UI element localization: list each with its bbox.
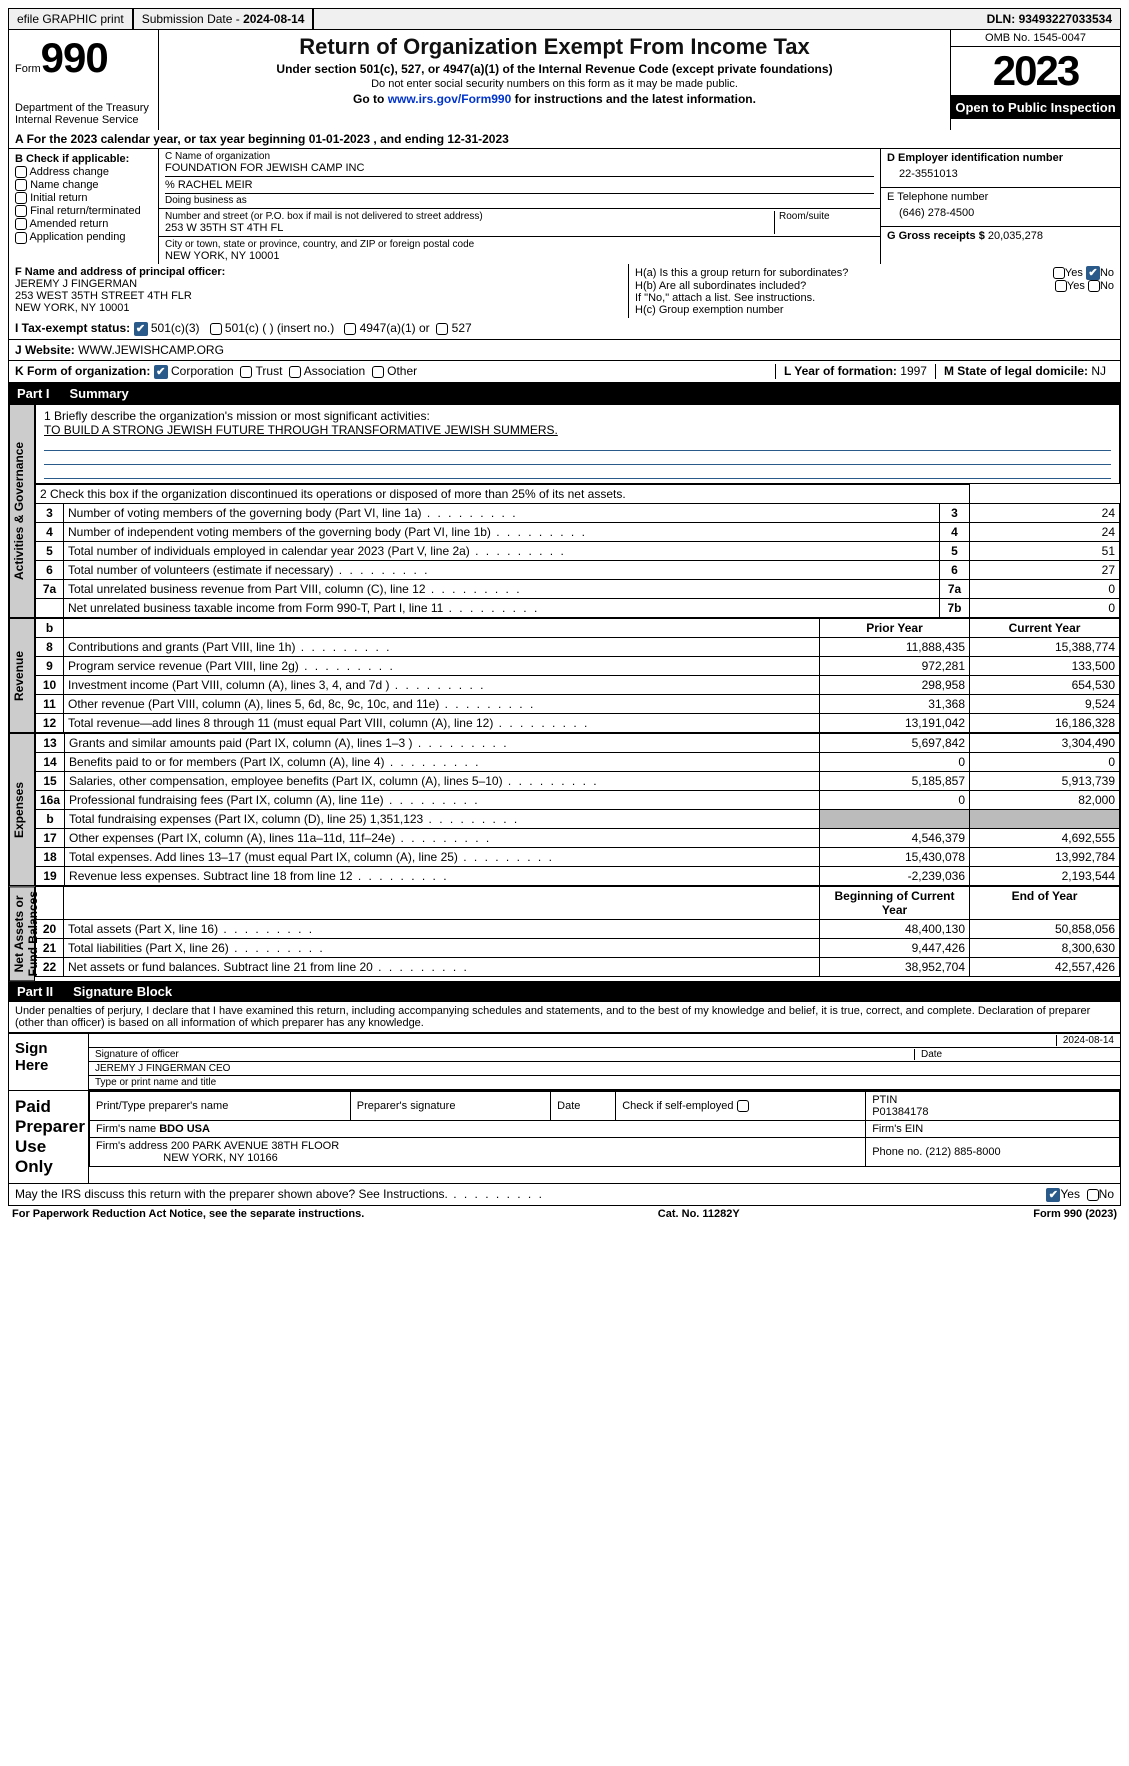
section-b-checkboxes: B Check if applicable: Address change Na…: [9, 149, 159, 264]
mission-text: TO BUILD A STRONG JEWISH FUTURE THROUGH …: [44, 423, 1111, 437]
part2-header: Part II Signature Block: [8, 981, 1121, 1002]
ha-no-checked[interactable]: ✔: [1086, 266, 1100, 280]
year-block: OMB No. 1545-0047 2023 Open to Public In…: [950, 30, 1120, 130]
section-k-l-m: K Form of organization: ✔ Corporation Tr…: [8, 361, 1121, 383]
form-title-block: Return of Organization Exempt From Incom…: [159, 30, 950, 130]
firm-addr1: 200 PARK AVENUE 38TH FLOOR: [171, 1140, 339, 1152]
discuss-row: May the IRS discuss this return with the…: [8, 1184, 1121, 1206]
dept-label: Department of the Treasury Internal Reve…: [15, 102, 152, 126]
care-of: % RACHEL MEIR: [165, 176, 874, 191]
preparer-table: Print/Type preparer's name Preparer's si…: [89, 1091, 1120, 1167]
section-governance: Activities & Governance 1 Briefly descri…: [8, 404, 1121, 618]
org-name: FOUNDATION FOR JEWISH CAMP INC: [165, 162, 874, 174]
section-d-e-g: D Employer identification number 22-3551…: [880, 149, 1120, 264]
sign-here-label: Sign Here: [9, 1034, 89, 1090]
check-self-employed[interactable]: [737, 1100, 749, 1112]
firm-name: BDO USA: [159, 1123, 210, 1135]
section-f-h: F Name and address of principal officer:…: [8, 264, 1121, 318]
section-j-website: J Website: WWW.JEWISHCAMP.ORG: [8, 340, 1121, 361]
ptin: P01384178: [872, 1106, 928, 1118]
revenue-table: bPrior YearCurrent Year 8Contributions a…: [35, 618, 1120, 733]
check-501c3[interactable]: ✔: [134, 322, 148, 336]
check-527[interactable]: [436, 323, 448, 335]
state-domicile: NJ: [1091, 364, 1106, 378]
city-state-zip: NEW YORK, NY 10001: [165, 250, 874, 262]
mission-box: 1 Briefly describe the organization's mi…: [35, 404, 1120, 484]
checkbox-initial-return[interactable]: [15, 192, 27, 204]
check-501c[interactable]: [210, 323, 222, 335]
checkbox-final-return[interactable]: [15, 205, 27, 217]
penalty-statement: Under penalties of perjury, I declare th…: [8, 1002, 1121, 1033]
checkbox-app-pending[interactable]: [15, 232, 27, 244]
check-trust[interactable]: [240, 366, 252, 378]
year-formation: 1997: [900, 364, 927, 378]
form-link-line: Go to www.irs.gov/Form990 for instructio…: [167, 92, 942, 106]
section-expenses: Expenses 13Grants and similar amounts pa…: [8, 733, 1121, 886]
website-value: WWW.JEWISHCAMP.ORG: [78, 343, 224, 357]
hb-no[interactable]: [1088, 280, 1100, 292]
phone: (646) 278-4500: [887, 203, 1114, 223]
checkbox-address-change[interactable]: [15, 166, 27, 178]
vtab-expenses: Expenses: [9, 733, 35, 886]
irs-link[interactable]: www.irs.gov/Form990: [388, 92, 512, 106]
officer-name: JEREMY J FINGERMAN: [15, 278, 137, 290]
form-note: Do not enter social security numbers on …: [167, 78, 942, 90]
signature-block: Sign Here 2024-08-14 Signature of office…: [8, 1033, 1121, 1091]
section-c-name-address: C Name of organization FOUNDATION FOR JE…: [159, 149, 880, 264]
efile-label: efile GRAPHIC print: [9, 9, 134, 29]
ha-yes[interactable]: [1053, 267, 1065, 279]
officer-signature: JEREMY J FINGERMAN CEO: [89, 1062, 1120, 1076]
firm-addr2: NEW YORK, NY 10166: [163, 1152, 278, 1164]
form-title: Return of Organization Exempt From Incom…: [167, 34, 942, 60]
form-id-block: Form990 Department of the Treasury Inter…: [9, 30, 159, 130]
open-inspection: Open to Public Inspection: [951, 96, 1120, 119]
discuss-no[interactable]: [1087, 1189, 1099, 1201]
vtab-revenue: Revenue: [9, 618, 35, 733]
street-address: 253 W 35TH ST 4TH FL: [165, 222, 774, 234]
line-a-taxyear: A For the 2023 calendar year, or tax yea…: [8, 130, 1121, 149]
expenses-table: 13Grants and similar amounts paid (Part …: [35, 733, 1120, 886]
ein: 22-3551013: [887, 164, 1114, 184]
section-revenue: Revenue bPrior YearCurrent Year 8Contrib…: [8, 618, 1121, 733]
check-assoc[interactable]: [289, 366, 301, 378]
discuss-yes-checked[interactable]: ✔: [1046, 1188, 1060, 1202]
vtab-netassets: Net Assets or Fund Balances: [9, 886, 35, 981]
check-4947[interactable]: [344, 323, 356, 335]
governance-table: 2 Check this box if the organization dis…: [35, 484, 1120, 618]
page-footer: For Paperwork Reduction Act Notice, see …: [8, 1206, 1121, 1222]
netassets-table: Beginning of Current YearEnd of Year 20T…: [35, 886, 1120, 977]
check-other[interactable]: [372, 366, 384, 378]
top-toolbar: efile GRAPHIC print Submission Date - 20…: [8, 8, 1121, 30]
checkbox-name-change[interactable]: [15, 179, 27, 191]
vtab-governance: Activities & Governance: [9, 404, 35, 618]
paid-preparer-block: Paid Preparer Use Only Print/Type prepar…: [8, 1091, 1121, 1184]
form-header: Form990 Department of the Treasury Inter…: [8, 30, 1121, 130]
form-subtitle: Under section 501(c), 527, or 4947(a)(1)…: [167, 62, 942, 76]
part1-header: Part I Summary: [8, 383, 1121, 404]
section-i-status: I Tax-exempt status: ✔ 501(c)(3) 501(c) …: [8, 318, 1121, 340]
firm-phone: (212) 885-8000: [925, 1146, 1000, 1158]
omb-number: OMB No. 1545-0047: [951, 30, 1120, 47]
check-corp[interactable]: ✔: [154, 365, 168, 379]
gross-receipts: 20,035,278: [988, 230, 1043, 242]
checkbox-amended[interactable]: [15, 218, 27, 230]
paid-preparer-label: Paid Preparer Use Only: [9, 1091, 89, 1183]
hb-yes[interactable]: [1055, 280, 1067, 292]
dln: DLN: 93493227033534: [979, 9, 1120, 29]
section-netassets: Net Assets or Fund Balances Beginning of…: [8, 886, 1121, 981]
submission-date: Submission Date - 2024-08-14: [134, 9, 315, 29]
entity-header-grid: B Check if applicable: Address change Na…: [8, 149, 1121, 264]
tax-year: 2023: [951, 47, 1120, 96]
